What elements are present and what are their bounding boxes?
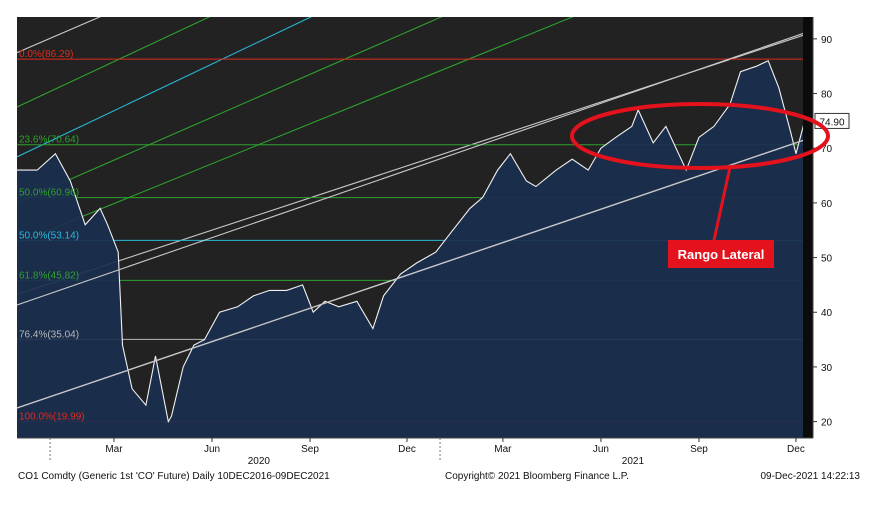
annotation-box: [668, 240, 774, 268]
footer-timestamp: 09-Dec-2021 14:22:13: [760, 471, 860, 482]
x-tick-label-5: Jun: [593, 444, 609, 455]
fib-label-1: 23.6%(70.64): [19, 135, 79, 146]
y-tick-label-4: 60: [821, 199, 833, 210]
fib-label-6: 100.0%(19.99): [19, 412, 85, 423]
fan-lines: [17, 17, 813, 295]
fib-label-3: 50.0%(53.14): [19, 230, 79, 241]
y-tick-label-0: 20: [821, 418, 833, 429]
fib-label-5: 76.4%(35.04): [19, 329, 79, 340]
lateral-range-ellipse: [570, 102, 830, 170]
fibonacci-labels: 0.0%(86.29) 23.6%(70.64) 50.0%(60.96) 50.0%…: [19, 49, 85, 422]
y-tick-label-5: 70: [821, 144, 833, 155]
y-tick-label-2: 40: [821, 308, 833, 319]
x-tick-label-7: Dec: [787, 444, 805, 455]
y-axis: 20 30 40 50 60 70 80 90: [813, 35, 833, 429]
x-tick-label-4: Mar: [494, 444, 512, 455]
channel-upper-line: [17, 29, 813, 306]
fan-line-1: [17, 17, 211, 108]
year-label-1: 2021: [622, 456, 645, 467]
x-tick-label-2: Sep: [301, 444, 319, 455]
footer-ticker: CO1 Comdty (Generic 1st 'CO' Future) Dai…: [18, 471, 330, 482]
last-price-label: 74.90: [819, 117, 844, 128]
footer-copyright: Copyright© 2021 Bloomberg Finance L.P.: [445, 471, 629, 482]
y-tick-label-6: 80: [821, 90, 833, 101]
right-edge-band: [803, 17, 813, 438]
trend-channel: [17, 29, 813, 409]
fan-line-3: [17, 17, 443, 204]
x-tick-label-0: Mar: [105, 444, 123, 455]
x-tick-label-1: Jun: [204, 444, 220, 455]
y-tick-label-3: 50: [821, 254, 833, 265]
year-label-0: 2020: [248, 456, 271, 467]
fan-line-4: [17, 17, 574, 244]
fan-line-2: [17, 17, 313, 158]
annotation-pointer-line: [711, 166, 732, 246]
fib-label-0: 0.0%(86.29): [19, 49, 73, 60]
fib-label-2: 50.0%(60.96): [19, 188, 79, 199]
annotation-label: Rango Lateral: [678, 247, 765, 262]
channel-lower-line: [17, 136, 813, 409]
fib-label-4: 61.8%(45.82): [19, 270, 79, 281]
y-tick-label-1: 30: [821, 363, 833, 374]
price-area: [17, 60, 805, 438]
fan-line-0: [17, 17, 101, 54]
y-tick-label-7: 90: [821, 35, 833, 46]
fan-line-5: [17, 31, 813, 295]
price-line: [17, 59, 806, 424]
x-tick-label-3: Dec: [398, 444, 416, 455]
x-tick-label-6: Sep: [690, 444, 708, 455]
x-axis: Mar Jun Sep Dec Mar Jun Sep Dec 2020 2021: [49, 438, 805, 467]
